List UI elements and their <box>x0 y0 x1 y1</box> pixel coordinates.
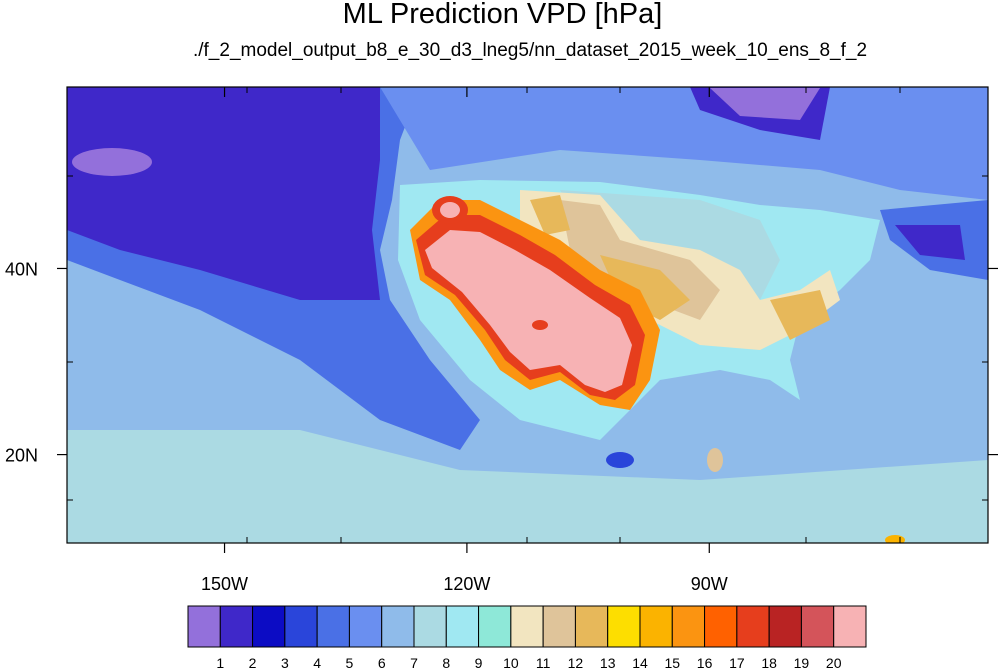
colorbar-label: 3 <box>281 655 289 671</box>
colorbar-box <box>542 605 576 648</box>
colorbar-label: 19 <box>794 655 810 671</box>
colorbar-box <box>704 605 738 648</box>
colorbar-box <box>348 605 383 648</box>
colorbar-label: 11 <box>536 655 551 671</box>
colorbar-box <box>736 605 770 648</box>
colorbar-box <box>284 605 318 648</box>
minor-ticks <box>67 87 988 543</box>
colorbar-label: 14 <box>632 655 648 671</box>
colorbar-box <box>607 605 641 648</box>
colorbar-label: 20 <box>826 655 842 671</box>
colorbar-label: 13 <box>600 655 616 671</box>
colorbar-box <box>219 605 254 648</box>
lon-tick-label: 90W <box>691 574 728 594</box>
colorbar-label: 6 <box>378 655 386 671</box>
colorbar-label: 18 <box>761 655 777 671</box>
colorbar-box <box>639 605 673 648</box>
colorbar-label: 12 <box>568 655 584 671</box>
map-title: ML Prediction VPD [hPa] <box>342 0 663 30</box>
lon-tick-label: 150W <box>201 574 248 594</box>
colorbar-box <box>478 605 512 648</box>
latitude-axis: 40N 20N <box>5 259 998 466</box>
lon-tick-label: 120W <box>443 574 490 594</box>
colorbar-label: 1 <box>216 655 224 671</box>
colorbar-box <box>187 605 221 648</box>
colorbar-label: 5 <box>346 655 354 671</box>
colorbar-label: 17 <box>729 655 745 671</box>
colorbar-box <box>768 605 802 648</box>
colorbar-label: 15 <box>664 655 680 671</box>
colorbar-label: 8 <box>442 655 450 671</box>
lat-tick-label: 40N <box>5 259 38 279</box>
colorbar-label: 2 <box>249 655 257 671</box>
colorbar-box <box>671 605 706 648</box>
vpd-field <box>67 87 988 543</box>
colorbar-label: 7 <box>410 655 418 671</box>
colorbar-label: 10 <box>503 655 519 671</box>
colorbar-box <box>833 605 867 648</box>
colorbar-box <box>800 605 835 648</box>
longitude-axis: 150W 120W 90W <box>201 87 728 594</box>
colorbar-box <box>445 605 480 648</box>
map-subtitle: ./f_2_model_output_b8_e_30_d3_lneg5/nn_d… <box>192 40 868 61</box>
lat-tick-label: 20N <box>5 446 38 466</box>
colorbar-label: 4 <box>313 655 321 671</box>
colorbar-box <box>252 605 286 648</box>
colorbar-label: 16 <box>697 655 713 671</box>
colorbar-box <box>381 605 415 648</box>
colorbar-box <box>574 605 609 648</box>
colorbar-label: 9 <box>475 655 483 671</box>
colorbar: 1 2 3 4 5 6 7 8 9 10 11 12 13 14 15 16 17 18 19 20 <box>187 605 867 671</box>
colorbar-box <box>413 605 447 648</box>
colorbar-box <box>316 605 350 648</box>
colorbar-box <box>510 605 544 648</box>
